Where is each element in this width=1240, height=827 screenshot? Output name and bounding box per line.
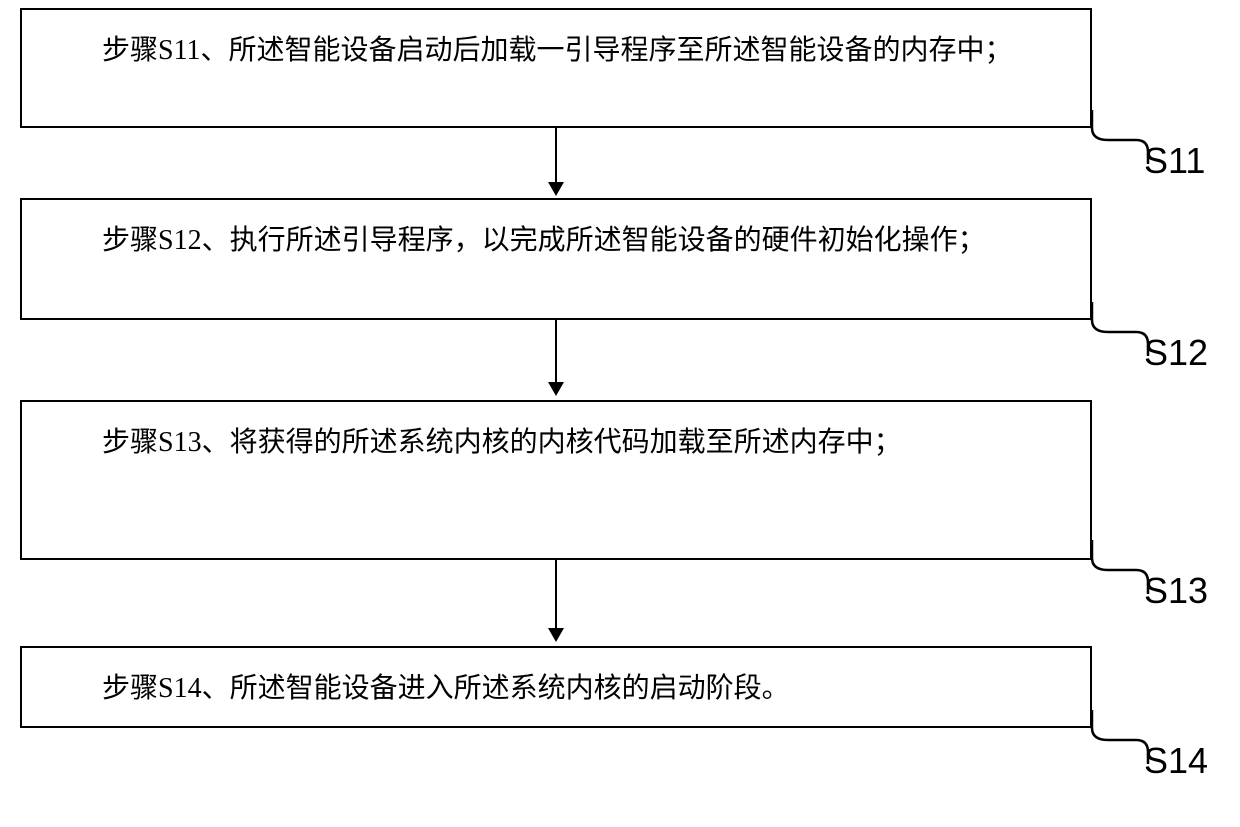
flow-arrowhead-s11-s12: [548, 182, 564, 196]
flow-node-s12: 步骤S12、执行所述引导程序，以完成所述智能设备的硬件初始化操作；: [20, 198, 1092, 320]
flow-node-s14-text: 步骤S14、所述智能设备进入所述系统内核的启动阶段。: [46, 664, 1066, 713]
callout-label-s12: S12: [1144, 332, 1208, 374]
flow-node-s13: 步骤S13、将获得的所述系统内核的内核代码加载至所述内存中；: [20, 400, 1092, 560]
flow-arrow-s13-s14: [555, 560, 557, 628]
flow-node-s12-text: 步骤S12、执行所述引导程序，以完成所述智能设备的硬件初始化操作；: [46, 216, 1066, 265]
callout-label-s11: S11: [1144, 140, 1205, 182]
callout-label-s14: S14: [1144, 740, 1208, 782]
callout-label-s13: S13: [1144, 570, 1208, 612]
flow-node-s11: 步骤S11、所述智能设备启动后加载一引导程序至所述智能设备的内存中；: [20, 8, 1092, 128]
flow-arrowhead-s12-s13: [548, 382, 564, 396]
flow-node-s14: 步骤S14、所述智能设备进入所述系统内核的启动阶段。: [20, 646, 1092, 728]
flow-node-s11-text: 步骤S11、所述智能设备启动后加载一引导程序至所述智能设备的内存中；: [46, 26, 1066, 75]
flow-arrowhead-s13-s14: [548, 628, 564, 642]
flow-arrow-s11-s12: [555, 128, 557, 182]
flow-arrow-s12-s13: [555, 320, 557, 382]
flow-node-s13-text: 步骤S13、将获得的所述系统内核的内核代码加载至所述内存中；: [46, 418, 1066, 467]
